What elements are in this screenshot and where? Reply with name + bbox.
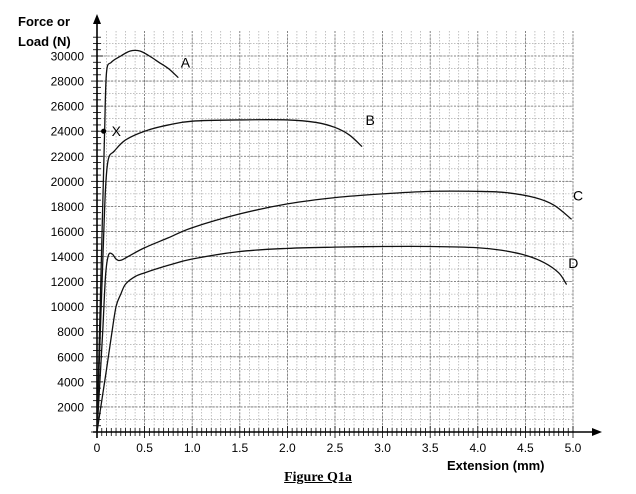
figure-caption: Figure Q1a (284, 470, 352, 485)
x-tick-label: 2.5 (327, 441, 344, 455)
y-tick-label: 14000 (51, 250, 85, 264)
series-line-b (96, 119, 363, 433)
y-axis-ticks: 2000 4000 6000 8000 10000 12000 14000 16000 1800… (51, 36, 103, 433)
major-gridlines (97, 31, 574, 432)
y-tick-label: 20000 (51, 175, 85, 189)
series-line-d (96, 245, 567, 433)
y-tick-label: 10000 (51, 300, 85, 314)
x-tick-label: 5.0 (565, 441, 582, 455)
series-lines (96, 49, 572, 433)
y-tick-label: 18000 (51, 200, 85, 214)
curve-label-a: A (181, 55, 191, 71)
y-tick-label: 22000 (51, 150, 85, 164)
x-axis-label: Extension (mm) (447, 458, 545, 473)
y-axis-label-line2: Load (N) (18, 34, 71, 49)
curve-label-c: C (573, 187, 583, 203)
y-tick-label: 26000 (51, 100, 85, 114)
x-axis-ticks: 0 0.5 1.0 1.5 2.0 2.5 3.0 3.5 4.0 4.5 5.0 (94, 426, 582, 455)
x-tick-label: 2.0 (279, 441, 296, 455)
series-line-c (96, 190, 572, 433)
curve-annotations: X A B C D (101, 55, 583, 271)
y-axis-label-line1: Force or (18, 14, 71, 29)
y-tick-label: 24000 (51, 125, 85, 139)
x-tick-label: 3.5 (422, 441, 439, 455)
series-line-a (96, 49, 179, 433)
x-tick-label: 4.0 (469, 441, 486, 455)
y-tick-label: 16000 (51, 225, 85, 239)
y-tick-label: 12000 (51, 275, 85, 289)
x-axis-arrow (592, 428, 602, 436)
curve-label-b: B (365, 112, 374, 128)
y-tick-label: 28000 (51, 75, 85, 89)
x-tick-label: 1.5 (231, 441, 248, 455)
figure-caption-wrap: Figure Q1a (0, 468, 636, 486)
x-tick-label: 1.0 (184, 441, 201, 455)
point-x-label: X (112, 123, 122, 139)
x-tick-label: 4.5 (517, 441, 534, 455)
y-tick-label: 30000 (51, 50, 85, 64)
y-tick-label: 8000 (57, 325, 84, 339)
y-tick-label: 4000 (57, 375, 84, 389)
x-tick-label: 3.0 (374, 441, 391, 455)
y-tick-label: 2000 (57, 400, 84, 414)
y-tick-label: 6000 (57, 350, 84, 364)
y-axis-arrow (93, 14, 101, 24)
x-tick-label: 0 (94, 441, 101, 455)
curve-label-d: D (568, 255, 578, 271)
point-x-marker (101, 128, 107, 134)
x-tick-label: 0.5 (136, 441, 153, 455)
